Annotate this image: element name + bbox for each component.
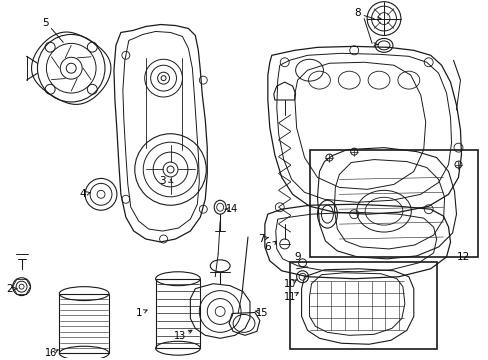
Text: 14: 14	[225, 204, 238, 214]
Text: 11: 11	[283, 292, 295, 302]
Bar	[309, 150, 477, 257]
Text: 13: 13	[174, 331, 186, 341]
Text: 5: 5	[42, 18, 49, 27]
Text: 1: 1	[135, 309, 142, 319]
Text: 8: 8	[353, 8, 360, 18]
Text: 6: 6	[264, 242, 270, 252]
Text: 2: 2	[6, 284, 13, 294]
Bar	[289, 262, 436, 349]
Text: 4: 4	[80, 189, 86, 199]
Text: 9: 9	[294, 252, 300, 262]
Text: 10: 10	[283, 279, 295, 289]
Text: 3: 3	[159, 176, 165, 186]
Text: 7: 7	[258, 234, 264, 244]
Text: 16: 16	[45, 348, 58, 358]
Text: 15: 15	[255, 309, 267, 319]
Text: 12: 12	[456, 252, 469, 262]
